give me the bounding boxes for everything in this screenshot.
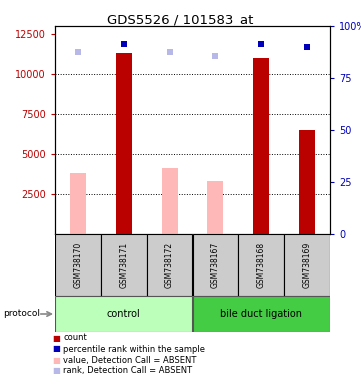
Bar [116, 53, 132, 234]
Text: count: count [63, 333, 87, 343]
Text: ■: ■ [52, 366, 60, 376]
Text: GSM738167: GSM738167 [211, 242, 220, 288]
Text: bile duct ligation: bile duct ligation [220, 309, 302, 319]
Text: rank, Detection Call = ABSENT: rank, Detection Call = ABSENT [63, 366, 192, 376]
Bar [192, 296, 330, 332]
Bar [101, 234, 147, 296]
Bar [284, 234, 330, 296]
Bar [299, 130, 315, 234]
Bar [55, 296, 192, 332]
Bar [55, 234, 101, 296]
Bar [238, 234, 284, 296]
Text: protocol: protocol [4, 310, 40, 318]
Bar [147, 234, 192, 296]
Text: ■: ■ [52, 333, 60, 343]
Text: GDS5526 / 101583_at: GDS5526 / 101583_at [107, 13, 254, 26]
Bar [192, 234, 238, 296]
Text: GSM738171: GSM738171 [119, 242, 128, 288]
Text: ■: ■ [52, 344, 60, 354]
Text: ■: ■ [52, 356, 60, 364]
Bar [162, 167, 178, 234]
Text: GSM738168: GSM738168 [257, 242, 266, 288]
Bar [70, 173, 86, 234]
Text: GSM738169: GSM738169 [303, 242, 312, 288]
Bar [208, 181, 223, 234]
Text: percentile rank within the sample: percentile rank within the sample [63, 344, 205, 354]
Text: value, Detection Call = ABSENT: value, Detection Call = ABSENT [63, 356, 196, 364]
Bar [253, 58, 269, 234]
Text: control: control [107, 309, 141, 319]
Text: GSM738172: GSM738172 [165, 242, 174, 288]
Text: GSM738170: GSM738170 [73, 242, 82, 288]
